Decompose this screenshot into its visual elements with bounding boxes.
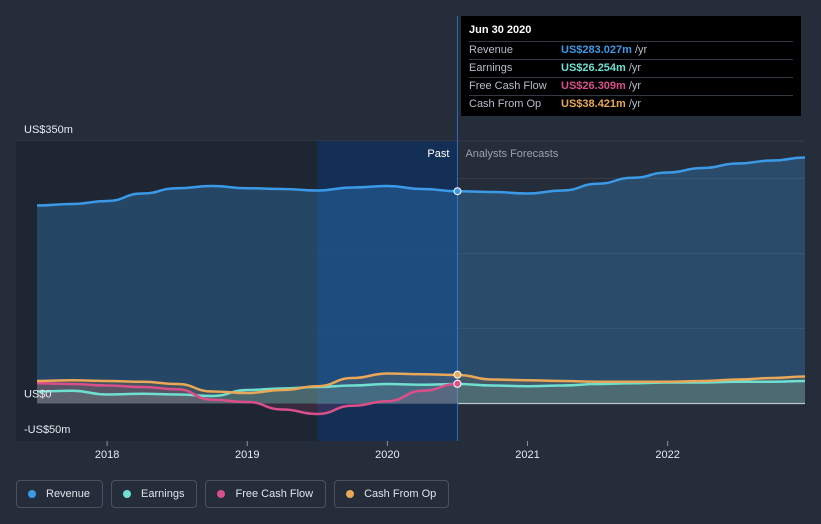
- past-label: Past: [427, 148, 449, 160]
- tooltip-unit: /yr: [628, 62, 642, 74]
- x-tick-label: 2022: [655, 449, 679, 461]
- y-axis-label: -US$50m: [24, 424, 70, 436]
- tooltip-row-free-cash-flow: Free Cash Flow US$26.309m /yr: [469, 77, 793, 95]
- legend-dot-icon: [346, 490, 355, 498]
- past-region-highlight: [317, 141, 458, 441]
- legend-label: Revenue: [46, 488, 91, 500]
- line-layer: [37, 156, 806, 416]
- tooltip-label: Free Cash Flow: [469, 80, 547, 92]
- series-line-revenue: [37, 156, 806, 207]
- text-layer: US$350m US$0 -US$50m 2018 2019 2020 2021 2022 Pa…: [24, 124, 680, 461]
- legend-label: Cash From Op: [364, 488, 437, 500]
- x-tick-label: 2018: [95, 449, 119, 461]
- area-layer: [37, 157, 806, 414]
- tooltip-value: US$26.309m: [561, 80, 626, 92]
- tooltip-value: US$283.027m: [561, 44, 632, 56]
- legend-item-revenue[interactable]: Revenue: [16, 480, 104, 508]
- area-free-cash-flow: [37, 383, 458, 414]
- legend: Revenue Earnings Free Cash Flow Cash Fro…: [16, 480, 450, 508]
- tooltip-value: US$38.421m: [561, 98, 626, 110]
- series-line-free-cash-flow: [37, 382, 458, 416]
- area-cash-from-op: [37, 373, 806, 404]
- legend-dot-icon: [28, 490, 36, 498]
- legend-label: Earnings: [141, 488, 185, 500]
- legend-item-cash-from-op[interactable]: Cash From Op: [334, 480, 450, 508]
- forecast-label: Analysts Forecasts: [465, 148, 558, 160]
- x-tick-label: 2021: [515, 449, 539, 461]
- tooltip-unit: /yr: [628, 80, 642, 92]
- tooltip-label: Cash From Op: [469, 98, 542, 110]
- highlight-point-cash-from-op: [453, 370, 462, 379]
- y-axis-label: US$0: [24, 389, 52, 401]
- tooltip-unit: /yr: [634, 44, 648, 56]
- tooltip-label: Earnings: [469, 62, 513, 74]
- legend-label: Free Cash Flow: [235, 488, 314, 500]
- legend-dot-icon: [217, 490, 226, 498]
- tooltip-label: Revenue: [469, 44, 514, 56]
- x-tick-label: 2020: [375, 449, 399, 461]
- marker-layer: [453, 187, 462, 388]
- y-axis-label: US$350m: [24, 124, 73, 136]
- tooltip-row-cash-from-op: Cash From Op US$38.421m /yr: [469, 95, 793, 113]
- tooltip-value: US$26.254m: [561, 62, 626, 74]
- tooltip-date: Jun 30 2020: [469, 24, 532, 36]
- x-tick-label: 2019: [235, 449, 259, 461]
- area-revenue: [37, 157, 806, 404]
- highlight-point-free-cash-flow: [453, 379, 462, 388]
- legend-item-earnings[interactable]: Earnings: [111, 480, 198, 508]
- highlight-point-revenue: [453, 187, 462, 196]
- legend-dot-icon: [123, 490, 132, 498]
- tooltip-unit: /yr: [628, 98, 642, 110]
- area-earnings: [37, 381, 806, 404]
- tooltip: Jun 30 2020 Revenue US$283.027m /yr Earn…: [461, 16, 801, 116]
- tooltip-row-revenue: Revenue US$283.027m /yr: [469, 41, 793, 59]
- legend-item-free-cash-flow[interactable]: Free Cash Flow: [205, 480, 327, 508]
- tooltip-row-earnings: Earnings US$26.254m /yr: [469, 59, 793, 77]
- series-line-cash-from-op: [37, 372, 806, 395]
